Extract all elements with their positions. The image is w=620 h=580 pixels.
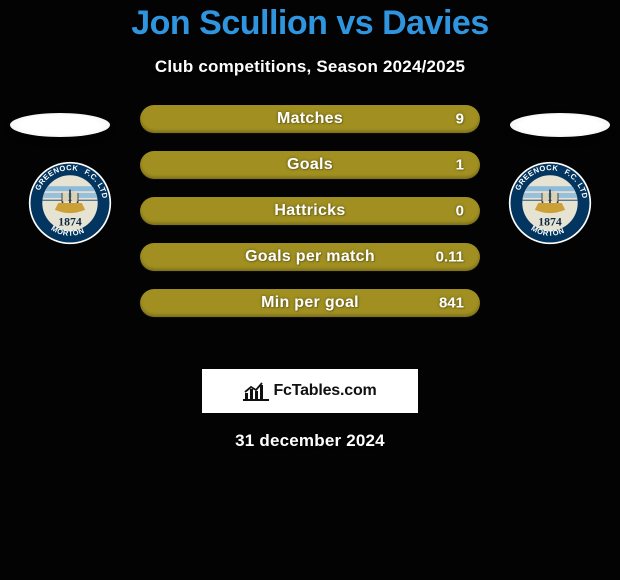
comparison-card: Jon Scullion vs Davies Club competitions… xyxy=(0,0,620,451)
stat-label: Hattricks xyxy=(274,202,345,220)
stat-bars: Matches 9 Goals 1 Hattricks 0 Goals per … xyxy=(140,105,480,335)
club-crest-right: GREENOCK F.C. LTD MORTON 1874 xyxy=(508,161,592,245)
stat-right-value: 9 xyxy=(456,111,464,128)
stat-label: Matches xyxy=(277,110,343,128)
stat-bar: Min per goal 841 xyxy=(140,289,480,317)
stat-label: Goals xyxy=(287,156,333,174)
stat-label: Min per goal xyxy=(261,294,359,312)
stat-right-value: 841 xyxy=(439,295,464,312)
player-photo-left xyxy=(10,113,110,137)
stat-bar: Goals per match 0.11 xyxy=(140,243,480,271)
stat-bar: Hattricks 0 xyxy=(140,197,480,225)
page-title: Jon Scullion vs Davies xyxy=(0,0,620,43)
svg-text:1874: 1874 xyxy=(58,216,82,229)
stats-stage: GREENOCK F.C. LTD MORTON 1874 xyxy=(0,101,620,361)
club-crest-left: GREENOCK F.C. LTD MORTON 1874 xyxy=(28,161,112,245)
stat-bar: Matches 9 xyxy=(140,105,480,133)
stat-label: Goals per match xyxy=(245,248,375,266)
stat-bar: Goals 1 xyxy=(140,151,480,179)
attribution-text: FcTables.com xyxy=(273,382,376,400)
stat-right-value: 1 xyxy=(456,157,464,174)
player-photo-right xyxy=(510,113,610,137)
stat-right-value: 0 xyxy=(456,203,464,220)
date-line: 31 december 2024 xyxy=(0,431,620,451)
svg-text:1874: 1874 xyxy=(538,216,562,229)
subtitle: Club competitions, Season 2024/2025 xyxy=(0,57,620,77)
attribution-box: FcTables.com xyxy=(202,369,418,413)
stat-right-value: 0.11 xyxy=(436,249,464,266)
bars-icon xyxy=(243,381,269,401)
